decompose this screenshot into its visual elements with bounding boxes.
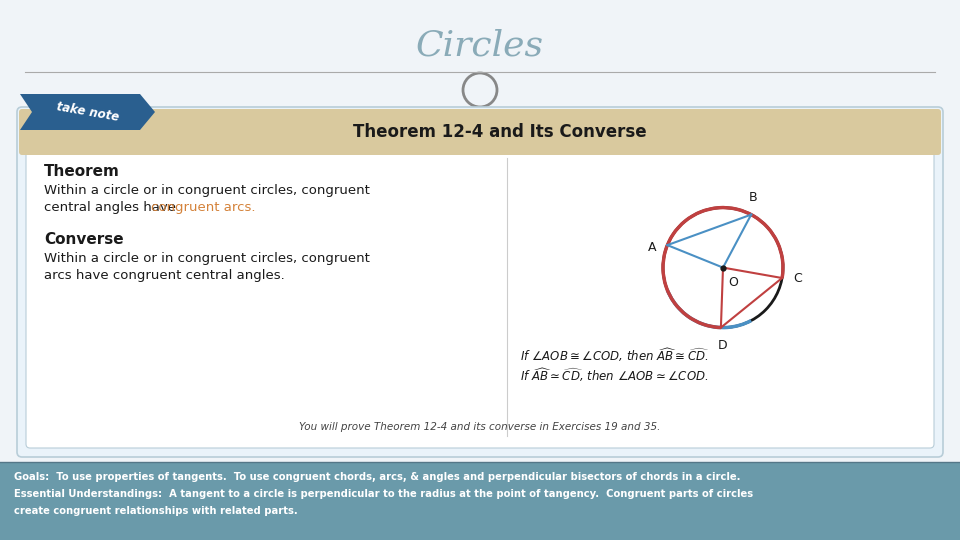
Text: D: D — [718, 339, 728, 352]
Text: If $\widehat{AB} \simeq \widehat{CD}$, then $\angle AOB \simeq \angle COD$.: If $\widehat{AB} \simeq \widehat{CD}$, t… — [519, 366, 708, 383]
FancyBboxPatch shape — [19, 109, 941, 155]
Text: Theorem 12-4 and Its Converse: Theorem 12-4 and Its Converse — [353, 123, 647, 141]
FancyBboxPatch shape — [17, 107, 943, 457]
Text: take note: take note — [56, 100, 120, 124]
Text: central angles have: central angles have — [44, 201, 180, 214]
Text: Within a circle or in congruent circles, congruent: Within a circle or in congruent circles,… — [44, 252, 370, 265]
Text: congruent arcs.: congruent arcs. — [151, 201, 255, 214]
Text: C: C — [793, 272, 802, 285]
Text: O: O — [728, 275, 738, 288]
Text: If $\angle AOB \cong \angle COD$, then $\widehat{AB} \cong \widehat{CD}$.: If $\angle AOB \cong \angle COD$, then $… — [519, 346, 708, 363]
Text: Within a circle or in congruent circles, congruent: Within a circle or in congruent circles,… — [44, 184, 370, 197]
Polygon shape — [20, 94, 155, 130]
Text: You will prove Theorem 12-4 and its converse in Exercises 19 and 35.: You will prove Theorem 12-4 and its conv… — [300, 422, 660, 432]
Text: Circles: Circles — [416, 28, 544, 62]
Text: B: B — [749, 191, 757, 204]
Text: Converse: Converse — [44, 232, 124, 247]
Polygon shape — [0, 462, 960, 540]
Text: Theorem: Theorem — [44, 164, 120, 179]
Text: Essential Understandings:  A tangent to a circle is perpendicular to the radius : Essential Understandings: A tangent to a… — [14, 489, 754, 499]
Text: Goals:  To use properties of tangents.  To use congruent chords, arcs, & angles : Goals: To use properties of tangents. To… — [14, 472, 740, 482]
Text: A: A — [648, 241, 657, 254]
Text: create congruent relationships with related parts.: create congruent relationships with rela… — [14, 506, 298, 516]
FancyBboxPatch shape — [26, 146, 934, 448]
Text: arcs have congruent central angles.: arcs have congruent central angles. — [44, 269, 285, 282]
